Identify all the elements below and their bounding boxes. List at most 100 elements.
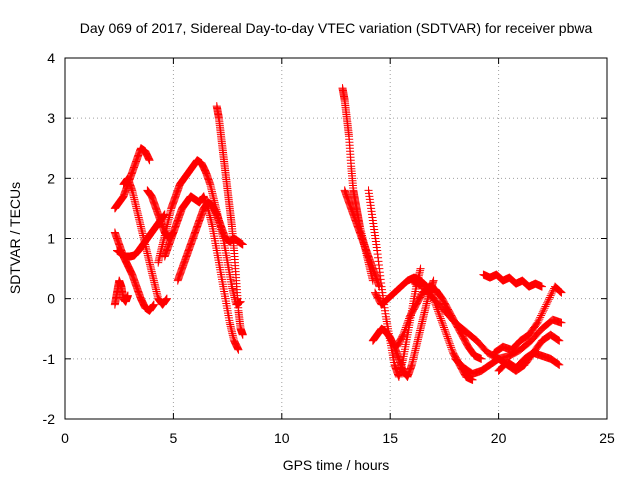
data-point: [399, 330, 408, 339]
data-point: [553, 335, 562, 344]
x-tick-label: 25: [599, 430, 615, 446]
data-point: [123, 291, 132, 300]
data-point: [404, 316, 413, 325]
data-point: [445, 339, 454, 348]
data-point: [149, 300, 158, 309]
data-point: [537, 311, 546, 320]
data-point: [437, 316, 446, 325]
data-point: [557, 288, 566, 297]
data-point: [400, 327, 409, 336]
x-tick-label: 5: [170, 430, 178, 446]
data-point: [403, 318, 412, 327]
data-point: [238, 330, 247, 339]
x-tick-label: 10: [274, 430, 290, 446]
data-point: [545, 293, 554, 302]
data-point: [402, 321, 411, 330]
data-point: [555, 286, 564, 295]
data-point: [555, 360, 564, 369]
data-point: [399, 328, 408, 337]
data-point: [477, 354, 486, 363]
series-trace-e: [119, 174, 171, 309]
chart-title: Day 069 of 2017, Sidereal Day-to-day VTE…: [80, 20, 593, 36]
data-point: [445, 337, 454, 346]
x-tick-label: 15: [382, 430, 398, 446]
data-point: [548, 288, 557, 297]
data-point: [441, 327, 450, 336]
data-point: [556, 288, 565, 297]
data-point: [541, 302, 550, 311]
y-tick-label: 4: [47, 50, 55, 66]
data-point: [436, 314, 445, 323]
data-point: [434, 307, 443, 316]
data-point: [442, 330, 451, 339]
data-point: [544, 297, 553, 306]
series-trace-j: [212, 102, 247, 339]
data-point: [439, 321, 448, 330]
y-axis-ticks: -2 -1 0 1 2 3 4: [43, 50, 607, 427]
data-point: [554, 360, 563, 369]
data-point: [435, 310, 444, 319]
x-tick-label: 0: [61, 430, 69, 446]
y-tick-label: -2: [43, 411, 56, 427]
data-point: [542, 300, 551, 309]
data-point: [401, 323, 410, 332]
x-tick-label: 20: [491, 430, 507, 446]
data-point: [441, 328, 450, 337]
data-point: [556, 287, 565, 296]
series-trace-n: [368, 276, 438, 381]
data-point: [439, 323, 448, 332]
y-tick-label: 3: [47, 110, 55, 126]
data-point: [447, 343, 456, 352]
data-point: [443, 332, 452, 341]
data-point: [440, 325, 449, 334]
data-point: [537, 309, 546, 318]
x-axis-label: GPS time / hours: [283, 457, 390, 473]
data-point: [438, 319, 447, 328]
data-point: [547, 289, 556, 298]
data-point: [557, 318, 566, 327]
x-axis-ticks: 0 5 10 15 20 25: [61, 58, 615, 446]
series-trace-u: [494, 348, 564, 375]
data-point: [403, 319, 412, 328]
data-point: [555, 336, 564, 345]
y-tick-label: 2: [47, 170, 55, 186]
data-point: [538, 307, 547, 316]
data-point: [401, 325, 410, 334]
y-axis-label: SDTVAR / TECUs: [7, 182, 23, 294]
data-point: [553, 359, 562, 368]
data-point: [447, 345, 456, 354]
data-point: [162, 294, 171, 303]
data-point: [540, 304, 549, 313]
data-point: [145, 156, 154, 165]
data-point: [234, 345, 243, 354]
data-point: [543, 298, 552, 307]
data-point: [536, 313, 545, 322]
y-tick-label: -1: [43, 351, 56, 367]
series-trace-i: [160, 192, 243, 354]
series-trace-p: [392, 282, 486, 363]
data-point: [546, 291, 555, 300]
data-point: [438, 318, 447, 327]
data-point: [434, 309, 443, 318]
data-point: [535, 315, 544, 324]
data-point: [544, 295, 553, 304]
data-point: [416, 264, 425, 273]
data-point: [554, 336, 563, 345]
data-point: [533, 318, 542, 327]
y-tick-label: 0: [47, 291, 55, 307]
data-point: [443, 334, 452, 343]
series-trace-s: [479, 270, 546, 291]
series-trace-h: [173, 198, 247, 285]
data-point: [238, 240, 247, 249]
data-points: [110, 84, 566, 384]
y-tick-label: 1: [47, 231, 55, 247]
data-point: [436, 312, 445, 321]
series-trace-g: [154, 156, 245, 309]
data-point: [437, 293, 446, 302]
data-point: [444, 336, 453, 345]
data-point: [446, 341, 455, 350]
data-point: [539, 306, 548, 315]
series-trace-b: [110, 276, 132, 309]
series-trace-t: [490, 282, 566, 357]
